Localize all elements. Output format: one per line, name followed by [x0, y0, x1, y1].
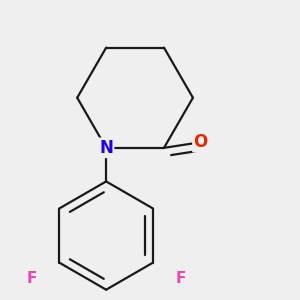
Text: F: F [175, 271, 186, 286]
Text: N: N [99, 139, 113, 157]
Text: F: F [27, 271, 37, 286]
Text: O: O [194, 133, 208, 151]
